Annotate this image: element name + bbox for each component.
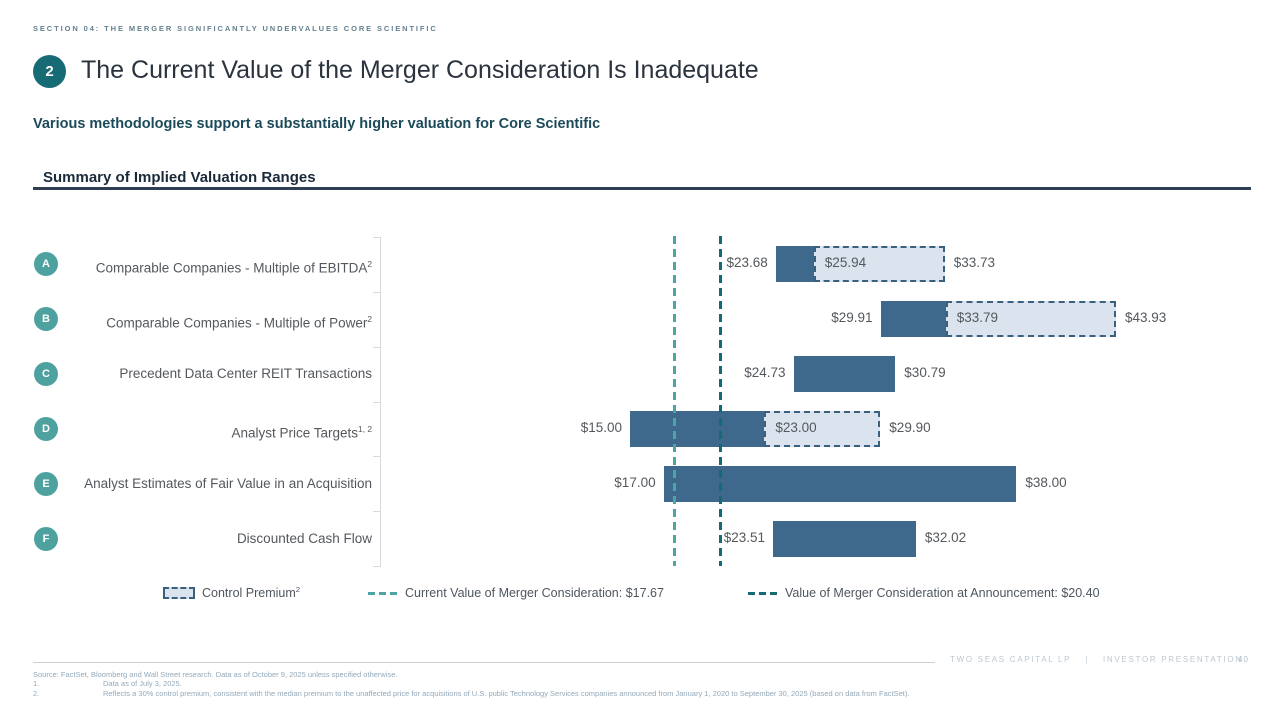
slide-subtitle: Various methodologies support a substant… <box>33 116 601 132</box>
deck-name: INVESTOR PRESENTATION <box>1103 655 1243 664</box>
range-bar-f <box>773 520 916 557</box>
axis-tick <box>373 346 381 348</box>
footer-brand: TWO SEAS CAPITAL LP | INVESTOR PRESENTAT… <box>950 655 1243 664</box>
footer-divider <box>33 662 935 663</box>
axis-tick <box>373 566 381 567</box>
range-bar-a <box>775 246 814 283</box>
value-label-high: $38.00 <box>1025 474 1067 490</box>
page-number: 40 <box>1238 655 1249 664</box>
footnote-2: 2. Reflects a 30% control premium, consis… <box>33 689 1133 698</box>
value-label-low: $29.91 <box>831 310 873 326</box>
legend-item-current-value: Current Value of Merger Consideration: $… <box>368 584 664 602</box>
footnote-text: Data as of July 3, 2025. <box>103 679 182 689</box>
control-premium-box-a <box>813 246 945 283</box>
row-badge-d: D <box>34 416 58 441</box>
legend-label-announcement-value: Value of Merger Consideration at Announc… <box>785 586 1100 600</box>
axis-tick <box>373 511 381 513</box>
footnote-number: 1. <box>33 679 40 689</box>
slide-number-badge: 2 <box>33 55 66 88</box>
row-label-sup: 2 <box>367 314 372 325</box>
row-badge-c: C <box>34 362 58 387</box>
value-label-mid: $25.94 <box>824 255 867 271</box>
range-bar-c <box>793 356 896 393</box>
axis-tick <box>373 237 381 238</box>
value-label-low: $23.51 <box>723 529 765 545</box>
value-label-mid: $23.00 <box>775 419 817 435</box>
axis-tick <box>373 456 381 458</box>
control-premium-box-b <box>945 301 1117 338</box>
axis-tick <box>373 401 381 403</box>
footnote-number: 2. <box>33 688 40 698</box>
control-premium-swatch <box>163 587 195 599</box>
value-label-high: $29.90 <box>889 419 931 435</box>
row-label-b: Comparable Companies - Multiple of Power… <box>106 314 372 331</box>
value-label-low: $15.00 <box>580 419 622 435</box>
reference-line-current-value <box>673 236 677 566</box>
row-badge-e: E <box>34 471 58 496</box>
row-label-sup: 2 <box>367 259 372 270</box>
value-label-low: $17.00 <box>614 474 656 490</box>
source-note: Source: FactSet, Bloomberg and Wall Stre… <box>33 670 398 679</box>
chart-section-title: Summary of Implied Valuation Ranges <box>43 169 316 186</box>
legend-item-announcement-value: Value of Merger Consideration at Announc… <box>748 584 1100 602</box>
row-label-f: Discounted Cash Flow <box>236 530 372 546</box>
section-label: SECTION 04: THE MERGER SIGNIFICANTLY UND… <box>33 24 438 33</box>
chart-legend: Control Premium2 Current Value of Merger… <box>0 584 1280 602</box>
reference-line-announcement-value <box>719 236 723 566</box>
row-badge-f: F <box>34 526 58 551</box>
footnotes: Source: FactSet, Bloomberg and Wall Stre… <box>33 670 1133 698</box>
brand-name: TWO SEAS CAPITAL LP <box>950 655 1072 664</box>
value-label-mid: $33.79 <box>956 310 998 326</box>
row-label-a: Comparable Companies - Multiple of EBITD… <box>95 259 372 276</box>
value-label-high: $30.79 <box>904 365 946 381</box>
brand-separator: | <box>1085 655 1089 664</box>
value-label-low: $23.68 <box>726 255 768 271</box>
control-premium-box-d <box>764 410 881 447</box>
value-label-high: $33.73 <box>953 255 995 271</box>
range-bar-d <box>630 410 765 447</box>
value-label-high: $32.02 <box>924 529 967 545</box>
announcement-value-dash-swatch <box>748 591 778 595</box>
legend-label-current-value: Current Value of Merger Consideration: $… <box>405 586 664 600</box>
range-bar-b <box>880 301 946 338</box>
row-label-e: Analyst Estimates of Fair Value in an Ac… <box>84 475 372 491</box>
page-title: The Current Value of the Merger Consider… <box>81 56 759 84</box>
row-badge-b: B <box>34 307 58 332</box>
legend-item-control-premium: Control Premium2 <box>163 584 300 602</box>
value-label-low: $24.73 <box>744 365 786 381</box>
footnote-text: Reflects a 30% control premium, consiste… <box>103 688 910 698</box>
row-label-c: Precedent Data Center REIT Transactions <box>119 366 372 382</box>
range-bar-e <box>663 465 1017 502</box>
legend-label-control-premium: Control Premium2 <box>202 585 301 601</box>
value-label-high: $43.93 <box>1125 310 1167 326</box>
row-label-sup: 1, 2 <box>358 423 372 434</box>
axis-tick <box>373 291 381 293</box>
footnote-1: 1. Data as of July 3, 2025. <box>33 679 1133 688</box>
row-badge-a: A <box>34 252 58 277</box>
row-label-d: Analyst Price Targets1, 2 <box>231 423 372 441</box>
legend-sup: 2 <box>295 585 301 595</box>
chart-title-underline <box>33 187 1251 190</box>
current-value-dash-swatch <box>368 591 398 595</box>
